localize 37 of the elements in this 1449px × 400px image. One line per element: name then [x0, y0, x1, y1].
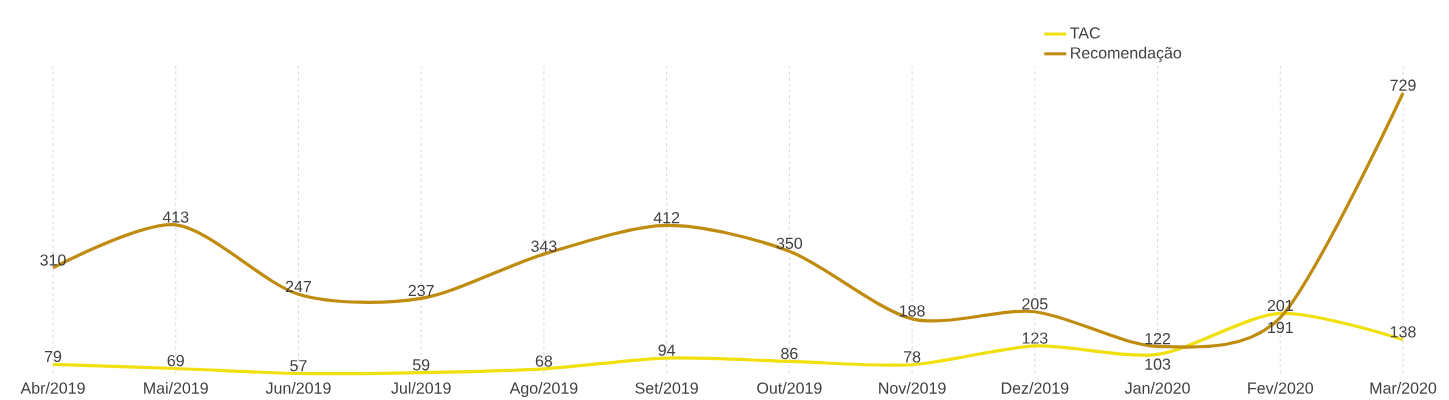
x-tick-label: Jul/2019: [391, 382, 451, 394]
x-tick-label: Jun/2019: [265, 382, 331, 394]
x-tick-label: Nov/2019: [879, 382, 946, 394]
legend-label: Recomendação: [1071, 46, 1182, 62]
data-label: 247: [285, 280, 311, 293]
data-label: 191: [1268, 321, 1293, 334]
data-label: 310: [40, 254, 66, 266]
x-tick-label: Abr/2019: [20, 382, 85, 394]
x-tick-label: Jan/2020: [1124, 382, 1190, 394]
data-label: 412: [653, 211, 680, 224]
data-label: 79: [44, 350, 62, 363]
data-label: 78: [904, 351, 921, 363]
data-label: 205: [1022, 298, 1048, 310]
x-tick-label: Dez/2019: [1001, 382, 1069, 394]
data-label: 69: [167, 354, 184, 367]
x-tick-label: Ago/2019: [509, 382, 578, 397]
data-label: 350: [776, 237, 803, 250]
data-label: 237: [408, 284, 434, 297]
data-label: 59: [412, 359, 430, 371]
data-label: 123: [1022, 332, 1048, 344]
data-label: 86: [781, 347, 798, 360]
data-label: 94: [658, 344, 676, 356]
x-tick-label: Fev/2020: [1248, 382, 1314, 394]
x-tick-label: Out/2019: [757, 382, 822, 394]
data-label: 138: [1390, 326, 1416, 338]
data-label: 413: [162, 211, 189, 223]
data-label: 343: [531, 240, 557, 252]
data-label: 122: [1145, 333, 1171, 345]
data-label: 103: [1145, 358, 1171, 370]
x-tick-label: Mai/2019: [144, 382, 208, 394]
data-label: 729: [1390, 79, 1416, 91]
x-tick-label: Mar/2020: [1370, 382, 1437, 394]
x-tick-label: Set/2019: [635, 382, 698, 394]
data-label: 68: [535, 355, 553, 367]
data-label: 57: [290, 360, 307, 372]
data-label: 188: [899, 305, 925, 317]
legend-label: TAC: [1070, 27, 1100, 39]
